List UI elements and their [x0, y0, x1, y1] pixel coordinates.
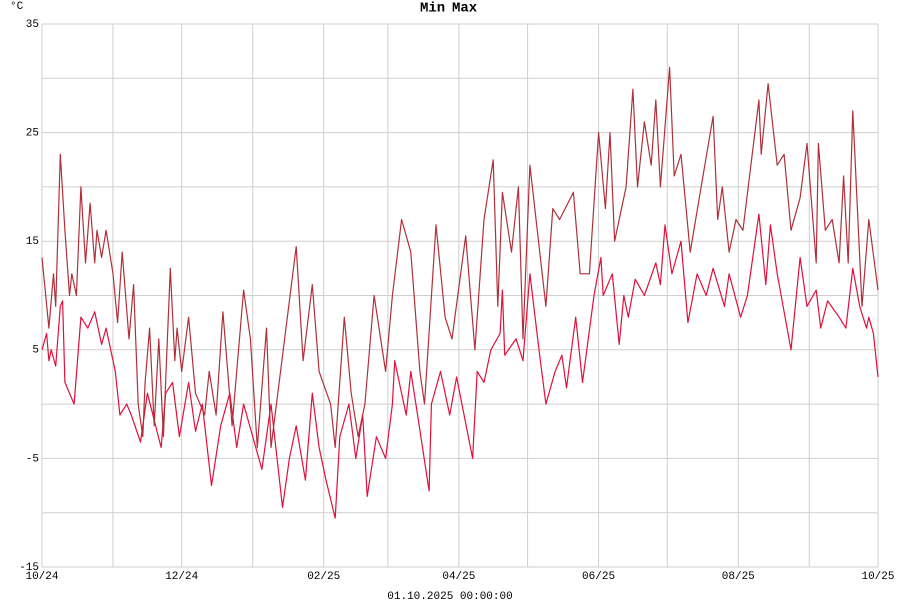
x-axis-caption: 01.10.2025 00:00:00 — [387, 591, 512, 600]
y-axis-unit: °C — [10, 1, 24, 13]
y-tick-label: -15 — [19, 562, 39, 574]
x-tick-label: 10/25 — [861, 571, 894, 583]
x-tick-label: 12/24 — [165, 571, 198, 583]
x-tick-label: 02/25 — [307, 571, 340, 583]
series-line — [41, 213, 879, 519]
y-tick-label: -5 — [26, 453, 39, 465]
y-tick-label: 25 — [26, 128, 39, 140]
series-line — [41, 66, 879, 449]
x-tick-label: 04/25 — [442, 571, 475, 583]
legend-entry: Min — [420, 1, 445, 17]
y-tick-label: 15 — [26, 236, 39, 248]
y-tick-label: 5 — [32, 345, 39, 357]
x-tick-label: 08/25 — [722, 571, 755, 583]
y-tick-label: 35 — [26, 19, 39, 31]
legend-entry: Max — [452, 1, 478, 17]
x-tick-label: 10/24 — [25, 571, 58, 583]
x-tick-label: 06/25 — [582, 571, 615, 583]
